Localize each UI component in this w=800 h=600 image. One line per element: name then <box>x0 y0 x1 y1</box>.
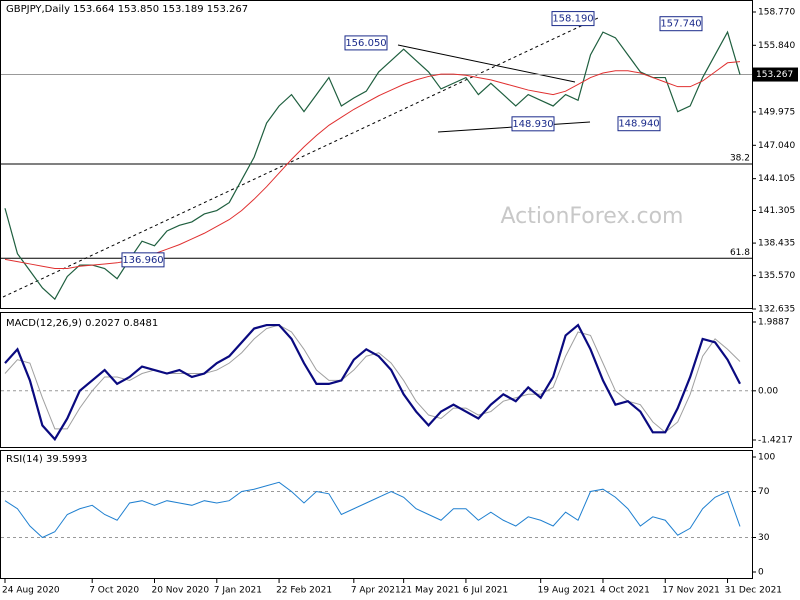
y-tick-label: 1.9887 <box>758 318 790 328</box>
price-annotation-box <box>551 11 595 27</box>
watermark: ActionForex.com <box>501 204 684 229</box>
x-tick-label: 6 Jul 2021 <box>463 586 508 596</box>
price-annotation: 136.960 <box>122 255 163 266</box>
rsi-panel <box>0 450 753 579</box>
y-tick-label: 0.00 <box>758 386 778 396</box>
current-box <box>752 67 798 82</box>
x-tick-label: 20 Nov 2020 <box>151 586 209 596</box>
x-tick-label: 17 Nov 2021 <box>662 586 720 596</box>
fib-label: 61.8 <box>730 248 750 258</box>
price-annotation: 148.930 <box>512 119 553 130</box>
price-annotation-box <box>659 16 703 32</box>
rsi-title: RSI(14) 39.5993 <box>6 454 87 465</box>
x-tick-label: 19 Aug 2021 <box>538 586 596 596</box>
price-annotation-box <box>344 35 388 51</box>
y-tick-label: 0 <box>758 568 764 578</box>
trend-line <box>397 44 576 83</box>
price-annotation: 157.740 <box>660 19 701 30</box>
y-tick-label: -1.4217 <box>758 436 793 446</box>
y-tick-label: 155.840 <box>758 41 795 51</box>
x-tick-label: 22 Feb 2021 <box>276 586 332 596</box>
moving-average <box>4 61 741 269</box>
price-line <box>4 30 741 301</box>
x-tick-label: 7 Jan 2021 <box>214 586 262 596</box>
price-panel <box>0 0 753 309</box>
x-tick-label: 7 Oct 2020 <box>89 586 139 596</box>
macd-panel <box>0 312 753 448</box>
y-tick-label: 135.570 <box>758 271 795 281</box>
y-tick-label: 141.305 <box>758 206 795 216</box>
price-annotation: 148.940 <box>618 119 659 130</box>
price-annotation: 158.190 <box>552 14 593 25</box>
price-annotation-box <box>511 116 555 132</box>
y-tick-label: 138.435 <box>758 239 795 249</box>
chart-title: GBPJPY,Daily 153.664 153.850 153.189 153… <box>6 4 248 15</box>
y-tick-label: 158.770 <box>758 8 795 18</box>
x-tick-label: 21 May 2021 <box>401 586 460 596</box>
y-tick-label: 70 <box>758 487 770 497</box>
y-tick-label: 144.105 <box>758 174 795 184</box>
price-annotation: 156.050 <box>345 38 386 49</box>
fib-label: 38.2 <box>730 153 750 163</box>
y-tick-label: 100 <box>758 453 775 463</box>
trend-line <box>2 17 599 298</box>
x-tick-label: 24 Aug 2020 <box>2 586 60 596</box>
macd-title: MACD(12,26,9) 0.2027 0.8481 <box>6 318 158 329</box>
price-annotation-box <box>121 252 165 268</box>
signal-line <box>4 324 741 433</box>
x-tick-label: 7 Apr 2021 <box>351 586 401 596</box>
y-tick-label: 132.635 <box>758 305 795 315</box>
x-tick-label: 4 Oct 2021 <box>600 586 650 596</box>
rsi-line <box>4 481 741 539</box>
y-tick-label: 149.975 <box>758 107 795 117</box>
current-label: 153.267 <box>756 70 793 80</box>
y-tick-label: 30 <box>758 533 770 543</box>
price-annotation-box <box>617 116 661 132</box>
macd-line <box>4 323 741 442</box>
x-tick-label: 31 Dec 2021 <box>725 586 783 596</box>
y-tick-label: 147.040 <box>758 141 795 151</box>
